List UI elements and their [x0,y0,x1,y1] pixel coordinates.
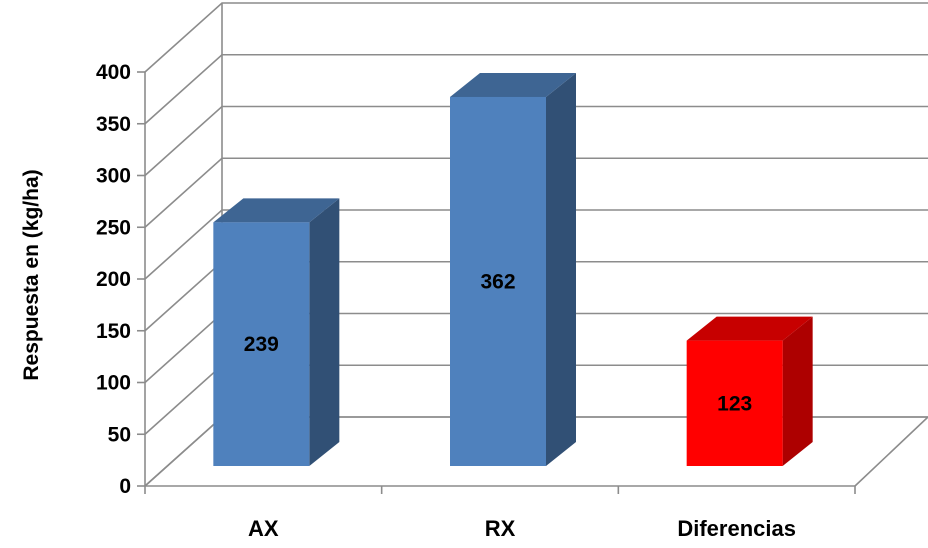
bar-front [450,96,546,467]
bar-front [213,222,310,466]
x-category-label: Diferencias [677,516,796,541]
bars: 239 362 123 [213,72,813,467]
x-category-labels: AX RX Diferencias [248,516,796,541]
bar-rx: 362 [450,72,576,467]
y-tick-label: 200 [96,268,131,291]
y-tick-label: 250 [96,216,131,239]
x-category-label: AX [248,516,279,541]
gridlines [144,2,928,487]
data-label: 123 [717,392,752,415]
bar-ax: 239 [213,198,340,467]
gridline [144,2,928,73]
y-tick-label: 350 [96,113,131,136]
y-tick-label: 0 [119,475,131,498]
bar-top [686,316,813,341]
y-tick-label: 400 [96,61,131,84]
bar-side [782,316,813,466]
y-axis-label: Respuesta en (kg/ha) [20,169,43,380]
y-tick-label: 50 [108,423,131,446]
y-tick-label: 300 [96,165,131,188]
bar-front [686,340,783,466]
bar-side [309,198,340,467]
bar-diferencias: 123 [686,316,813,466]
y-tick-labels: 0 50 100 150 200 250 300 350 400 [96,61,131,498]
data-label: 239 [244,333,279,356]
y-tick-label: 150 [96,320,131,343]
bar-side [546,72,576,467]
bar-top [213,198,340,223]
y-tick-label: 100 [96,372,131,395]
axes [137,71,856,494]
x-category-label: RX [485,516,516,541]
data-label: 362 [480,270,515,293]
bar-top [450,72,576,97]
